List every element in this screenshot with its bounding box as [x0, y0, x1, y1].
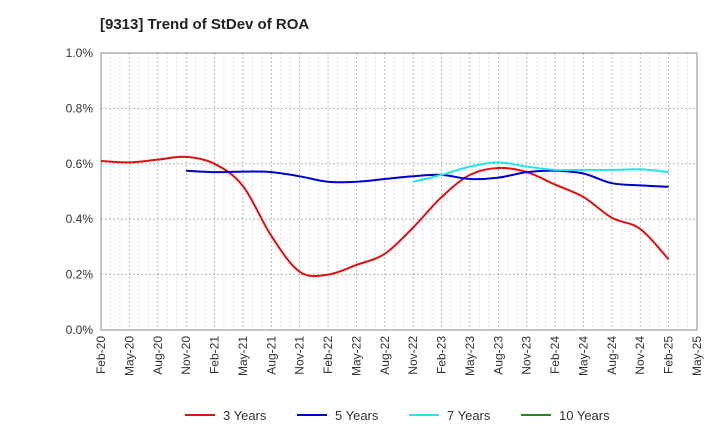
x-tick-label: Aug-23 [491, 336, 505, 375]
x-tick-label: Nov-20 [179, 336, 193, 375]
x-tick-label: Feb-24 [548, 336, 562, 374]
x-tick-label: May-24 [576, 336, 590, 376]
legend-label-5-years: 5 Years [335, 408, 379, 423]
legend: 3 Years 5 Years 7 Years 10 Years [185, 408, 610, 423]
x-tick-label: Aug-21 [264, 336, 278, 375]
chart-title: [9313] Trend of StDev of ROA [100, 16, 310, 33]
x-tick-label: Nov-24 [633, 336, 647, 375]
x-tick-label: May-20 [122, 336, 136, 376]
x-tick-label: Aug-20 [151, 336, 165, 375]
x-tick-label: May-21 [236, 336, 250, 376]
x-axis: Feb-20 May-20 Aug-20 Nov-20 Feb-21 May-21 Aug-… [94, 336, 704, 376]
x-tick-label: Aug-24 [605, 336, 619, 375]
x-tick-label: Feb-21 [208, 336, 222, 374]
series-line-5-years [186, 169, 669, 188]
y-tick-label: 1.0% [66, 46, 94, 60]
x-tick-label: Nov-21 [293, 336, 307, 375]
x-tick-label: Feb-23 [435, 336, 449, 374]
x-tick-label: Aug-22 [378, 336, 392, 375]
x-tick-label: Feb-20 [94, 336, 108, 374]
x-tick-label: Feb-25 [662, 336, 676, 374]
x-tick-label: Nov-23 [520, 336, 534, 375]
legend-label-3-years: 3 Years [223, 408, 267, 423]
x-tick-label: May-23 [463, 336, 477, 376]
y-tick-label: 0.8% [66, 101, 94, 115]
x-tick-label: May-25 [690, 336, 704, 376]
y-tick-label: 0.2% [66, 268, 94, 282]
x-tick-label: May-22 [349, 336, 363, 376]
series-lines [100, 155, 670, 278]
plot-area-border [100, 52, 698, 331]
x-tick-label: Nov-22 [406, 336, 420, 375]
series-line-7-years [412, 161, 669, 183]
y-axis: 0.0% 0.2% 0.4% 0.6% 0.8% 1.0% [66, 46, 94, 337]
series-line-3-years [100, 155, 670, 278]
y-tick-label: 0.6% [66, 157, 94, 171]
x-tick-label: Feb-22 [321, 336, 335, 374]
y-tick-label: 0.0% [66, 323, 94, 337]
legend-label-10-years: 10 Years [559, 408, 610, 423]
y-tick-label: 0.4% [66, 212, 94, 226]
plot-area-background [101, 53, 697, 330]
legend-label-7-years: 7 Years [447, 408, 491, 423]
